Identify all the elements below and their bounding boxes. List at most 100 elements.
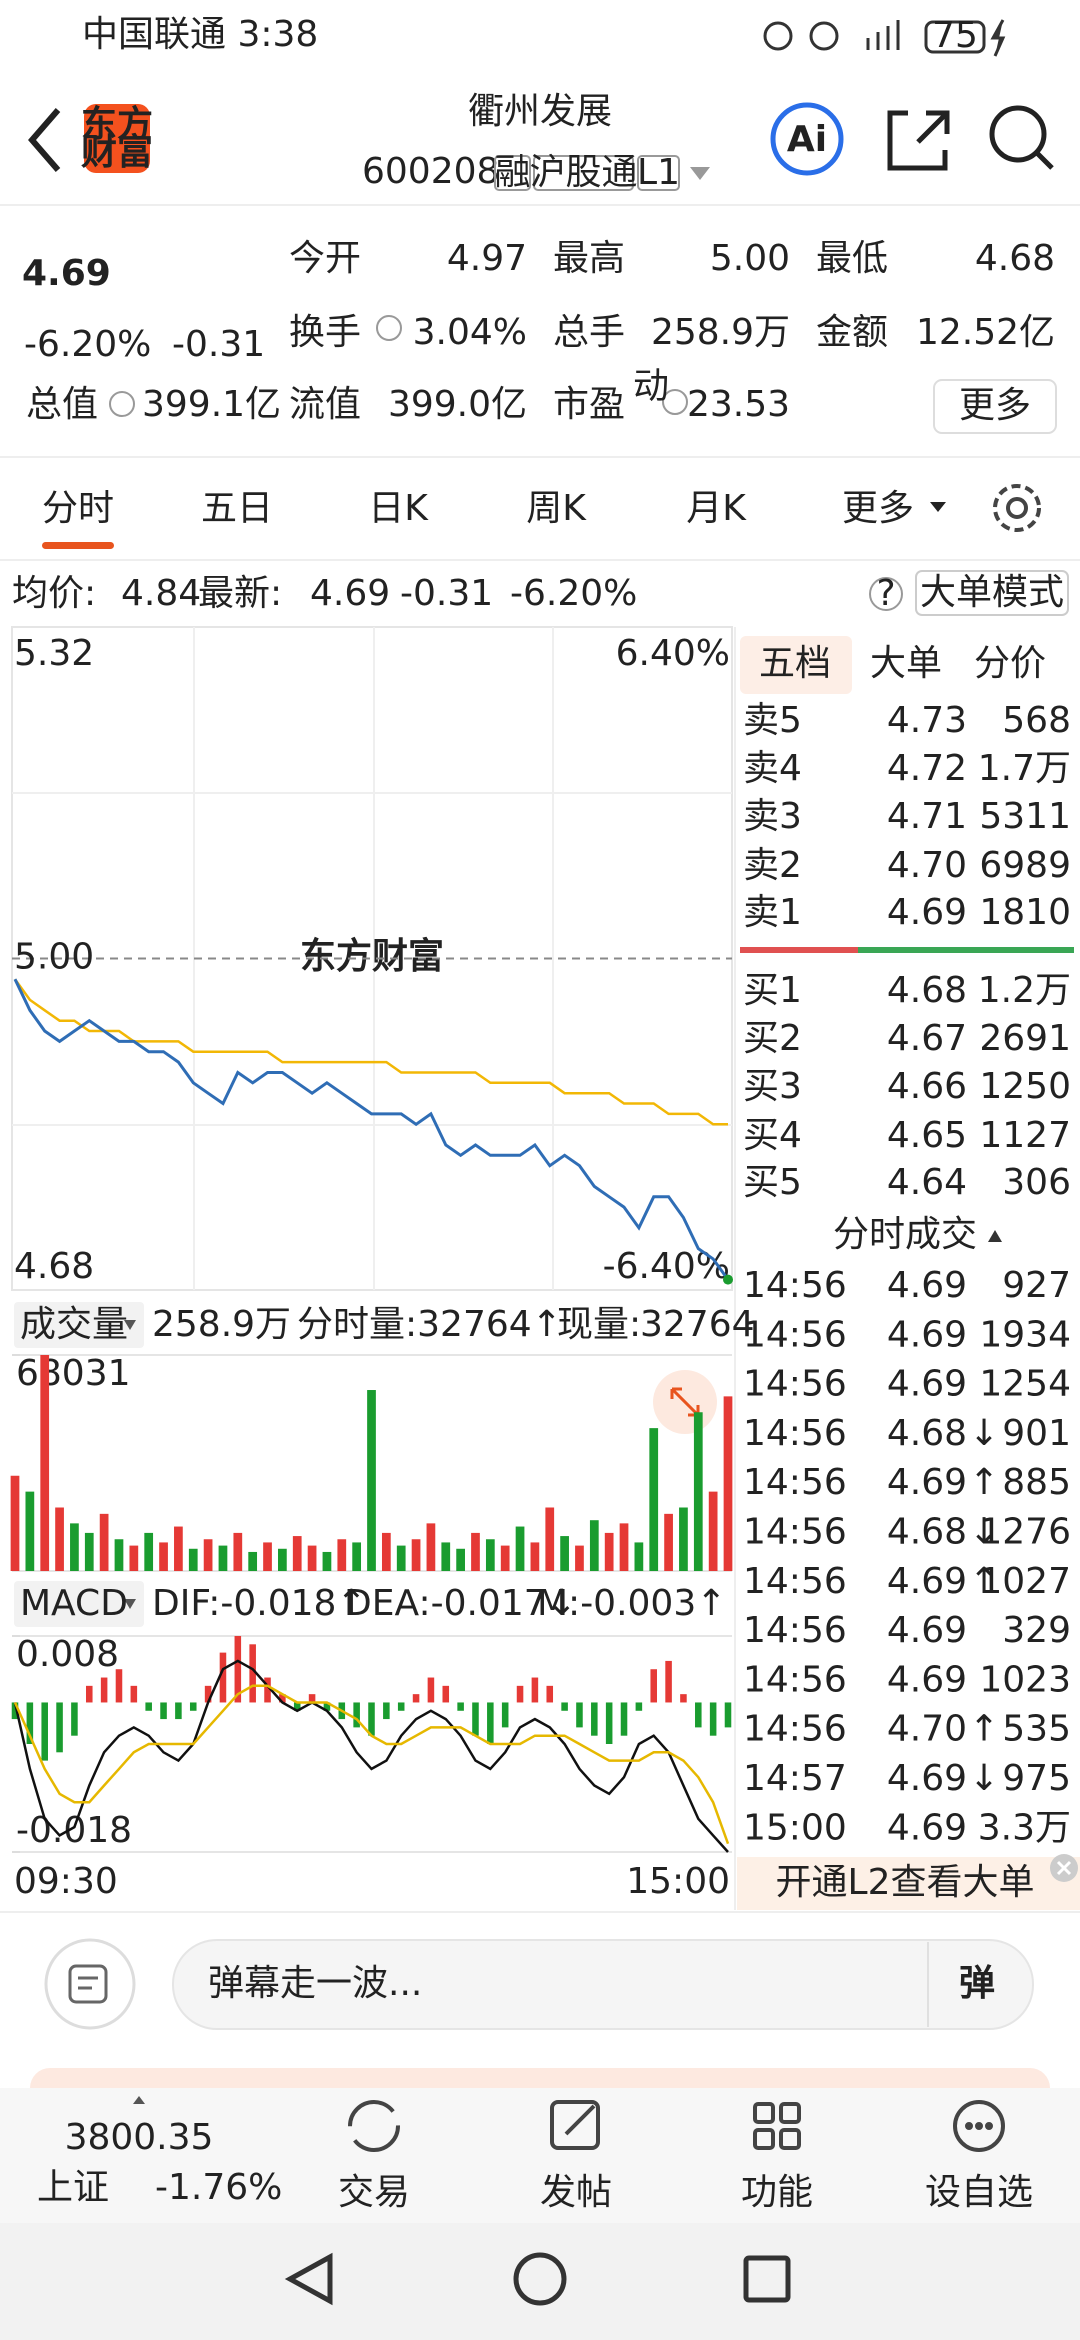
nav-item[interactable]: 功能 <box>741 2172 813 2213</box>
sell-strength <box>740 947 858 953</box>
volume-bar <box>99 1513 109 1571</box>
status-icons <box>763 19 1006 57</box>
trade-time: 14:56 <box>743 1709 847 1750</box>
trade-price: 4.68 <box>887 1512 967 1553</box>
mode-button-label[interactable]: 大单模式 <box>920 572 1064 613</box>
volume-bar <box>129 1545 139 1571</box>
index-change[interactable]: -1.76% <box>155 2167 282 2208</box>
trade-price: 4.69 <box>887 1659 967 1700</box>
book-tab[interactable]: 分价 <box>974 643 1046 684</box>
macd-bar <box>41 1702 48 1761</box>
battery-level: 75 <box>932 15 978 56</box>
expand-arrow[interactable] <box>133 2096 145 2104</box>
comment-input[interactable] <box>172 1939 1034 2030</box>
mode-button[interactable] <box>915 570 1069 616</box>
volume-selector[interactable] <box>14 1302 144 1348</box>
volume-bar <box>664 1513 673 1571</box>
app-logo[interactable] <box>84 104 150 173</box>
sort-arrow[interactable] <box>988 1230 1002 1242</box>
y-tick-label: 68031 <box>16 1353 131 1394</box>
macd-bar <box>175 1702 182 1720</box>
tab[interactable]: 更多 <box>842 488 914 529</box>
system-nav <box>0 2223 1080 2340</box>
macd-bar <box>724 1702 732 1728</box>
index-name[interactable]: 上证 <box>37 2167 109 2208</box>
macd-bar <box>561 1702 568 1711</box>
status-carrier-time: 中国联通 3:38 <box>82 14 318 55</box>
dropdown-arrow[interactable] <box>930 502 946 512</box>
volume-bar <box>70 1523 79 1571</box>
dropdown-arrow[interactable] <box>124 1599 136 1609</box>
index-value[interactable]: 3800.35 <box>65 2117 214 2158</box>
volume-bar <box>144 1532 154 1571</box>
volume-bar <box>174 1526 183 1571</box>
book-price: 4.67 <box>887 1018 967 1059</box>
macd-line <box>13 1659 729 1853</box>
book-level: 买5 <box>743 1162 802 1203</box>
trade-volume: 975 <box>1002 1758 1071 1799</box>
tab-underline <box>42 542 114 549</box>
volume-bar <box>456 1548 465 1571</box>
volume-bar <box>634 1542 644 1571</box>
field-label: 流值 <box>289 384 361 425</box>
macd-bar <box>293 1702 301 1711</box>
danmaku-button[interactable]: 弹 <box>959 1963 995 2004</box>
nav-icons <box>348 2100 1005 2152</box>
field-label: 换手 <box>289 312 361 353</box>
l2-banner-bg[interactable] <box>737 1857 1080 1910</box>
comment-placeholder[interactable]: 弹幕走一波... <box>208 1963 422 2004</box>
settings-button[interactable] <box>993 484 1041 532</box>
tab[interactable]: 月K <box>686 488 747 529</box>
l2-banner-label[interactable]: 开通L2查看大单 <box>776 1862 1035 1903</box>
field-value: 4.97 <box>447 238 527 279</box>
help-icon-text[interactable]: ? <box>876 573 895 614</box>
trade-volume: 1934 <box>979 1314 1071 1355</box>
more-button[interactable] <box>933 379 1057 434</box>
help-icon[interactable] <box>869 577 903 611</box>
expand-button[interactable] <box>653 1370 717 1434</box>
dropdown-arrow[interactable] <box>124 1320 136 1330</box>
indicator-selector[interactable] <box>14 1581 144 1627</box>
macd-bar <box>130 1685 138 1703</box>
macd-bar <box>546 1685 554 1703</box>
macd-indicator: DEA:-0.017↓ <box>344 1583 577 1624</box>
close-banner[interactable] <box>1050 1854 1078 1882</box>
trade-time: 15:00 <box>743 1807 847 1848</box>
ai-icon-text[interactable]: Ai <box>787 119 827 160</box>
more-button-label[interactable]: 更多 <box>959 385 1031 426</box>
back-button[interactable] <box>28 108 61 172</box>
volume-bar <box>188 1548 198 1571</box>
macd-bar <box>427 1677 435 1703</box>
field-value: 258.9万 <box>651 312 790 353</box>
volume-bar <box>337 1539 347 1571</box>
macd-bar <box>650 1669 658 1703</box>
system-buttons[interactable] <box>284 2252 791 2306</box>
price-grid <box>12 627 732 1290</box>
info-avg: 4.84 <box>121 573 201 614</box>
trade-time: 14:56 <box>743 1364 847 1405</box>
tab[interactable]: 日K <box>368 488 429 529</box>
tab[interactable]: 分时 <box>42 488 114 529</box>
book-level: 买1 <box>743 970 802 1011</box>
tab[interactable]: 五日 <box>201 488 273 529</box>
macd-bar <box>85 1685 93 1703</box>
dropdown-arrow[interactable] <box>690 167 710 180</box>
danmaku-settings[interactable] <box>44 1938 136 2030</box>
nav-item[interactable]: 设自选 <box>925 2172 1033 2213</box>
share-button[interactable] <box>887 110 950 171</box>
search-button[interactable] <box>989 105 1054 170</box>
trade-time: 14:56 <box>743 1314 847 1355</box>
field-value: 12.52亿 <box>916 312 1055 353</box>
macd-bar <box>189 1702 197 1711</box>
nav-item[interactable]: 交易 <box>338 2172 410 2213</box>
book-tab[interactable]: 五档 <box>759 643 831 684</box>
macd-bar <box>576 1702 583 1728</box>
book-tab[interactable]: 大单 <box>870 643 942 684</box>
nav-item[interactable]: 发帖 <box>540 2172 612 2213</box>
volume-bar <box>485 1539 495 1571</box>
ai-button[interactable] <box>770 102 844 176</box>
macd-bar <box>620 1702 628 1736</box>
tab[interactable]: 周K <box>526 488 587 529</box>
trades-title: 分时成交 <box>833 1214 977 1255</box>
